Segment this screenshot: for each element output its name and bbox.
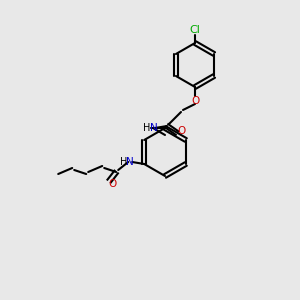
Text: O: O [177, 126, 185, 136]
Text: H: H [143, 123, 151, 133]
Text: H: H [119, 157, 127, 167]
Text: Cl: Cl [190, 25, 200, 35]
Text: N: N [150, 123, 158, 133]
Text: O: O [108, 179, 116, 189]
Text: O: O [192, 96, 200, 106]
Text: N: N [126, 157, 134, 167]
